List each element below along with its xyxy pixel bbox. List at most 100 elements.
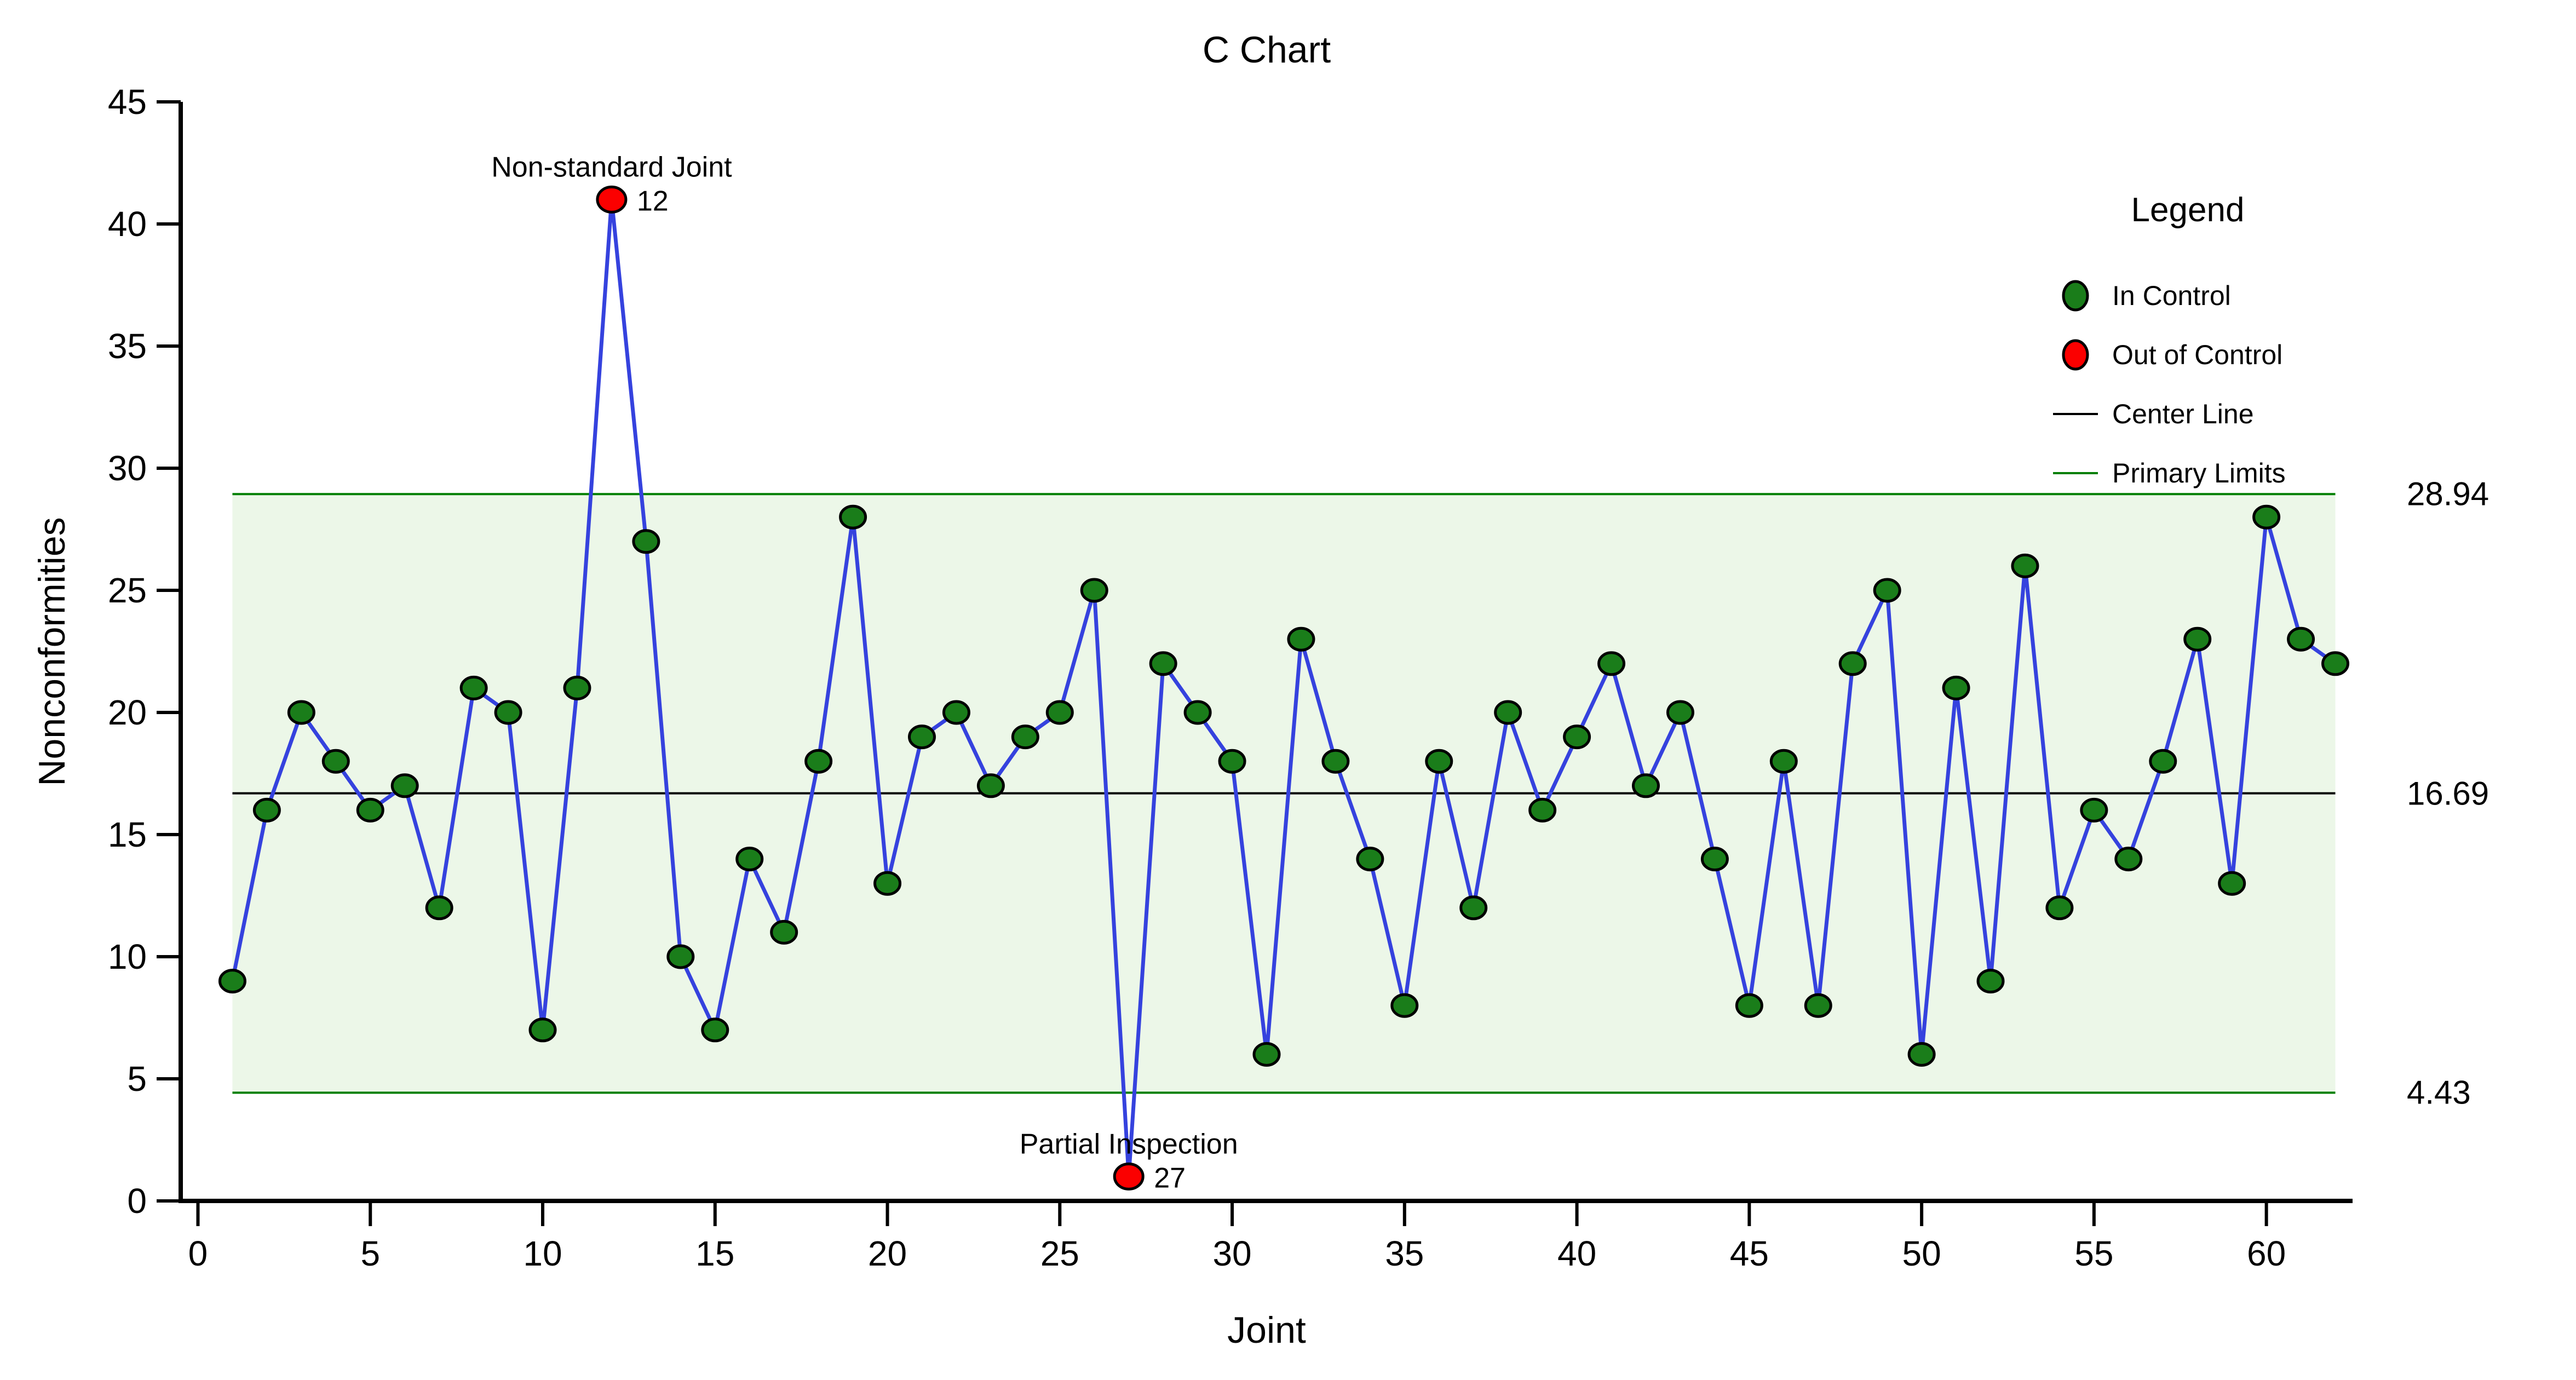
in-control-point bbox=[976, 773, 1005, 798]
legend: Legend In Control Out of Control Center … bbox=[2034, 191, 2341, 516]
in-control-point bbox=[1597, 651, 1626, 676]
in-control-point bbox=[2045, 895, 2074, 921]
out-of-control-marker-icon bbox=[2062, 339, 2089, 371]
x-tick-label: 5 bbox=[360, 1234, 380, 1273]
primary-limits-marker-icon bbox=[2053, 472, 2098, 474]
in-control-point bbox=[2287, 626, 2315, 652]
in-control-point bbox=[252, 797, 281, 823]
upper-limit-value: 28.94 bbox=[2407, 475, 2489, 513]
lower-limit-value: 4.43 bbox=[2407, 1074, 2471, 1111]
in-control-point bbox=[2321, 651, 2350, 676]
series-line bbox=[230, 197, 2337, 1178]
legend-title: Legend bbox=[2131, 191, 2245, 229]
in-control-point bbox=[2011, 553, 2039, 578]
in-control-point bbox=[1183, 700, 1212, 725]
y-tick-label: 10 bbox=[108, 937, 147, 976]
center-line-value: 16.69 bbox=[2407, 775, 2489, 812]
legend-item-in-control: In Control bbox=[2034, 280, 2341, 312]
y-tick-label: 45 bbox=[108, 82, 147, 122]
in-control-point bbox=[2218, 871, 2246, 896]
in-control-point bbox=[1459, 895, 1488, 921]
in-control-point bbox=[1976, 969, 2005, 994]
point-label: 12 bbox=[637, 185, 669, 217]
in-control-point bbox=[1252, 1042, 1281, 1067]
in-control-point bbox=[528, 1017, 557, 1043]
legend-item-label: Center Line bbox=[2112, 399, 2254, 429]
in-control-point bbox=[425, 895, 453, 921]
annotation-text: Partial Inspection bbox=[1020, 1128, 1238, 1160]
in-control-point bbox=[1769, 749, 1798, 774]
in-control-point bbox=[1494, 700, 1522, 725]
legend-item-out-of-control: Out of Control bbox=[2034, 339, 2341, 371]
x-tick-label: 40 bbox=[1557, 1234, 1596, 1273]
in-control-point bbox=[2252, 504, 2281, 530]
in-control-point bbox=[356, 797, 384, 823]
in-control-point bbox=[563, 675, 591, 700]
x-tick-label: 15 bbox=[695, 1234, 734, 1273]
y-tick-label: 25 bbox=[108, 571, 147, 610]
in-control-point bbox=[2183, 626, 2212, 652]
in-control-point bbox=[1942, 675, 1970, 700]
in-control-point bbox=[1907, 1042, 1936, 1067]
y-tick-label: 20 bbox=[108, 693, 147, 732]
in-control-point bbox=[321, 749, 350, 774]
in-control-point bbox=[459, 675, 488, 700]
in-control-point bbox=[1390, 993, 1419, 1018]
x-tick-label: 25 bbox=[1040, 1234, 1079, 1273]
y-tick-label: 40 bbox=[108, 204, 147, 244]
annotation-text: Non-standard Joint bbox=[491, 151, 732, 183]
point-label: 27 bbox=[1154, 1162, 1186, 1194]
legend-item-center-line: Center Line bbox=[2034, 398, 2341, 430]
in-control-point bbox=[804, 749, 833, 774]
in-control-point bbox=[2114, 847, 2143, 872]
in-control-point bbox=[1528, 797, 1557, 823]
y-tick-label: 5 bbox=[127, 1059, 147, 1099]
out-of-control-point bbox=[1113, 1162, 1145, 1191]
in-control-point bbox=[1700, 847, 1729, 872]
in-control-point bbox=[632, 529, 660, 554]
in-control-point bbox=[1666, 700, 1694, 725]
in-control-point bbox=[1287, 626, 1315, 652]
y-tick-label: 30 bbox=[108, 449, 147, 488]
in-control-point bbox=[1080, 578, 1108, 603]
in-control-point bbox=[1045, 700, 1074, 725]
in-control-point bbox=[1321, 749, 1350, 774]
in-control-point bbox=[1735, 993, 1763, 1018]
out-of-control-point bbox=[596, 185, 628, 214]
in-control-point bbox=[873, 871, 902, 896]
in-control-point bbox=[1873, 578, 1901, 603]
in-control-point bbox=[701, 1017, 729, 1043]
x-tick-label: 30 bbox=[1212, 1234, 1251, 1273]
y-tick-label: 35 bbox=[108, 326, 147, 366]
in-control-point bbox=[1218, 749, 1246, 774]
in-control-point bbox=[218, 969, 246, 994]
x-tick-label: 55 bbox=[2074, 1234, 2113, 1273]
in-control-point bbox=[666, 944, 695, 969]
in-control-point bbox=[494, 700, 522, 725]
x-tick-label: 10 bbox=[523, 1234, 562, 1273]
y-tick-label: 0 bbox=[127, 1181, 147, 1221]
in-control-point bbox=[1631, 773, 1660, 798]
x-tick-label: 35 bbox=[1385, 1234, 1424, 1273]
in-control-point bbox=[1425, 749, 1453, 774]
y-axis-label: Nonconformities bbox=[31, 517, 73, 786]
in-control-point bbox=[1804, 993, 1832, 1018]
in-control-point bbox=[770, 919, 798, 945]
in-control-point bbox=[942, 700, 970, 725]
in-control-point bbox=[287, 700, 315, 725]
in-control-point bbox=[1149, 651, 1177, 676]
in-control-point bbox=[839, 504, 867, 530]
x-tick-label: 45 bbox=[1730, 1234, 1769, 1273]
in-control-point bbox=[2080, 797, 2108, 823]
in-control-point bbox=[735, 847, 764, 872]
y-tick-label: 15 bbox=[108, 815, 147, 854]
in-control-point bbox=[907, 725, 936, 750]
center-line-marker-icon bbox=[2053, 413, 2098, 415]
in-control-point bbox=[1011, 725, 1039, 750]
x-tick-label: 0 bbox=[188, 1234, 208, 1273]
in-control-marker-icon bbox=[2062, 280, 2089, 312]
in-control-point bbox=[390, 773, 419, 798]
in-control-point bbox=[1356, 847, 1384, 872]
